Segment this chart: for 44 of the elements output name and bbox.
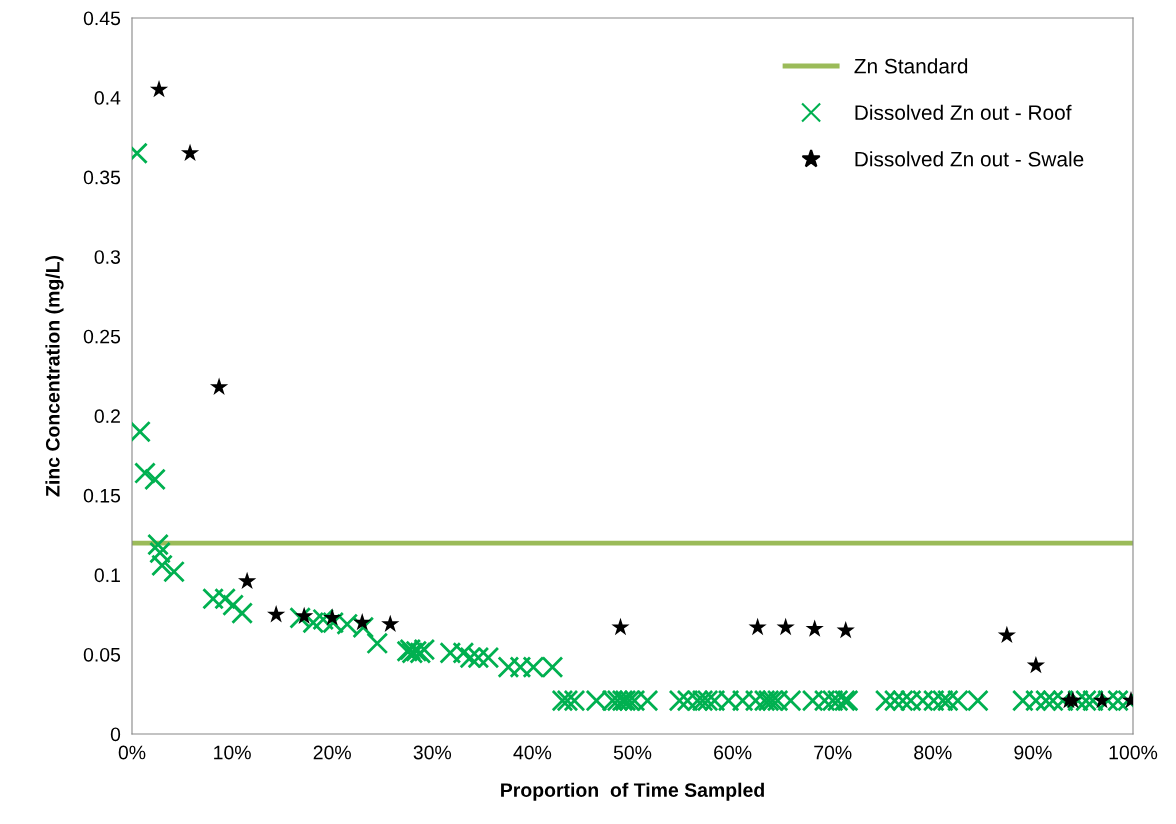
point	[267, 605, 286, 623]
y-tick-label: 0.1	[94, 568, 120, 583]
point	[149, 80, 169, 98]
x-tick-label: 10%	[214, 745, 251, 760]
point	[323, 608, 342, 626]
y-tick-label: 0.4	[94, 91, 121, 105]
x-tick-label: 70%	[814, 745, 852, 760]
y-tick-label: 0.15	[83, 488, 121, 503]
point	[748, 617, 767, 636]
point	[353, 613, 372, 631]
point	[209, 377, 229, 395]
point	[1092, 691, 1112, 709]
y-axis-title: Zinc Concentration (mg/L)	[45, 255, 64, 497]
legend-label: Zn Standard	[854, 58, 968, 74]
x-tick-label: 100%	[1109, 745, 1158, 760]
legend-label: Dissolved Zn out - Swale	[855, 151, 1084, 167]
point	[295, 606, 314, 624]
point	[1026, 656, 1046, 674]
point	[776, 617, 795, 636]
point	[180, 143, 200, 161]
y-tick-label: 0	[110, 727, 121, 742]
x-axis-title: Proportion of Time Sampled	[501, 782, 764, 801]
x-tick-label: 0%	[118, 745, 146, 760]
y-tick-label: 0.2	[94, 409, 120, 424]
y-tick-label: 0.45	[83, 11, 121, 26]
point	[611, 617, 630, 636]
x-tick-label: 50%	[613, 745, 652, 760]
x-tick-label: 80%	[914, 745, 952, 760]
point	[238, 571, 257, 589]
point	[381, 614, 400, 632]
point	[997, 625, 1016, 644]
point	[836, 621, 855, 639]
y-tick-label: 0.25	[83, 329, 121, 344]
point	[1063, 691, 1083, 709]
y-tick-label: 0.3	[94, 250, 121, 264]
x-tick-label: 90%	[1014, 745, 1052, 760]
x-tick-label: 60%	[714, 745, 752, 760]
x-tick-label: 40%	[513, 745, 552, 760]
legend-label: Dissolved Zn out - Roof	[855, 104, 1072, 121]
point	[805, 619, 824, 637]
x-tick-label: 20%	[313, 745, 351, 760]
x-tick-label: 30%	[413, 745, 452, 760]
y-tick-label: 0.35	[83, 170, 121, 185]
y-tick-label: 0.05	[83, 647, 121, 662]
